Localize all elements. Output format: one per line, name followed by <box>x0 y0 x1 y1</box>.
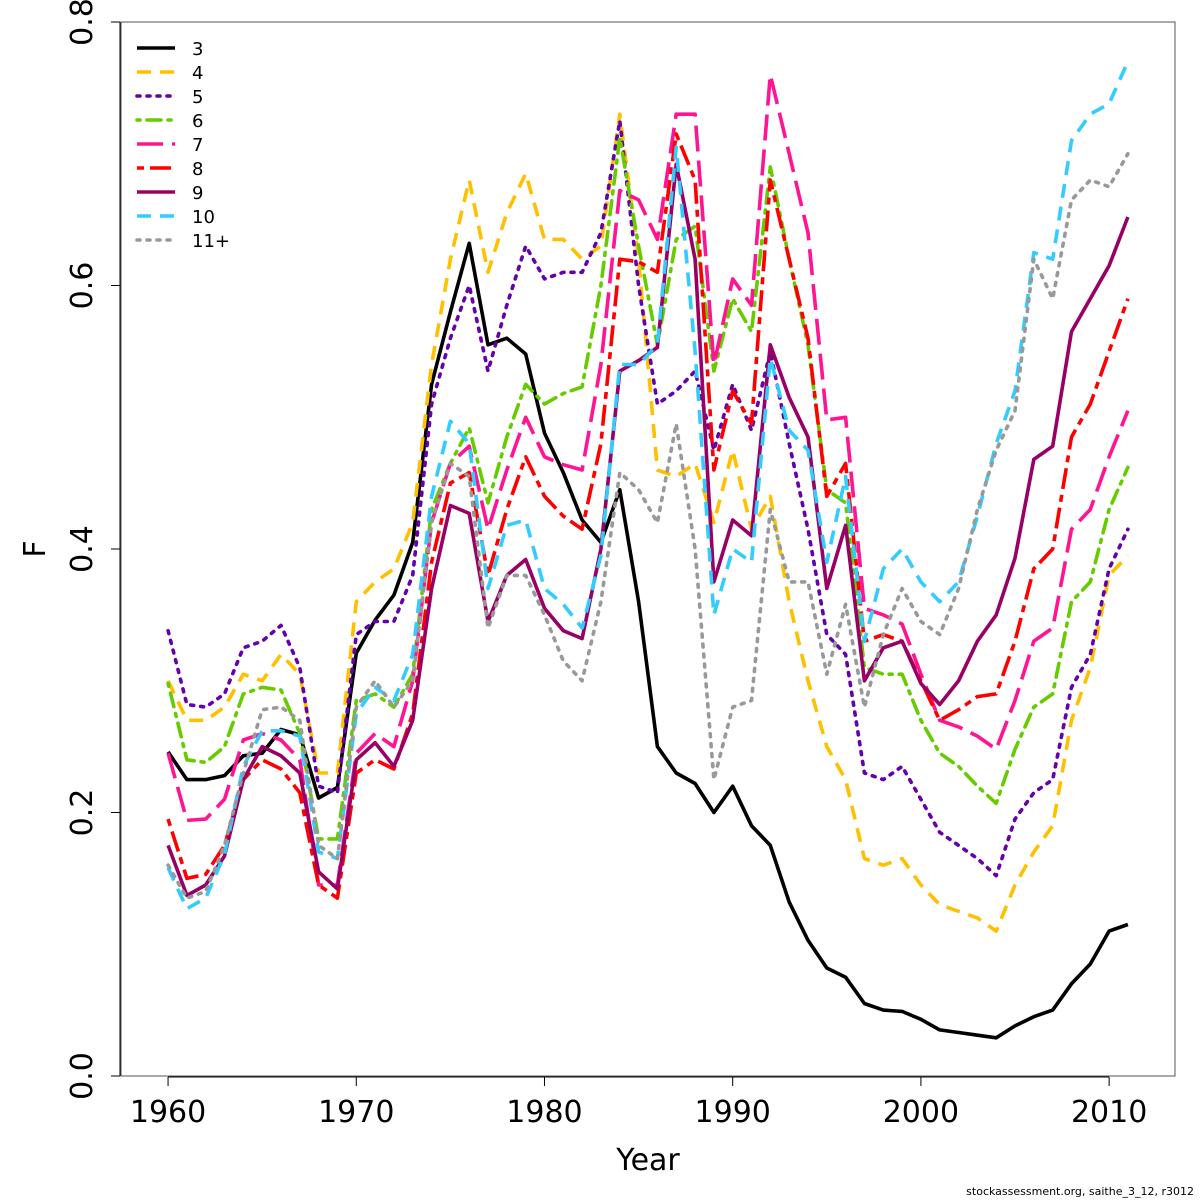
x-tick-label: 1960 <box>130 1095 206 1130</box>
legend-label: 5 <box>192 87 203 108</box>
y-tick-label: 0.8 <box>65 0 100 46</box>
series-line-8 <box>166 132 1130 900</box>
x-tick-label: 1970 <box>318 1095 394 1130</box>
series-line-5 <box>166 119 1130 878</box>
y-tick-label: 0.0 <box>65 1052 100 1100</box>
footer-credit: stockassessment.org, saithe_3_12, r3012 <box>966 1185 1194 1198</box>
legend-label: 9 <box>192 183 203 204</box>
legend: 3 4 5 6 7 8 9 10 11+ <box>135 39 230 252</box>
legend-label: 3 <box>192 39 203 60</box>
y-tick-label: 0.2 <box>65 789 100 837</box>
series-line-3 <box>166 241 1129 1040</box>
legend-label: 8 <box>192 159 203 180</box>
y-axis-title: F <box>18 540 53 557</box>
series-group <box>166 60 1130 1040</box>
x-tick-label: 2000 <box>883 1095 959 1130</box>
plot-frame <box>120 21 1176 1077</box>
series-line-4 <box>166 112 1130 933</box>
series-line-9 <box>166 162 1130 898</box>
series-line-7 <box>166 72 1130 887</box>
y-axis: 0.0 0.2 0.4 0.6 0.8 <box>65 0 121 1100</box>
series-line-11plus <box>166 152 1130 900</box>
legend-label: 11+ <box>192 231 230 252</box>
legend-label: 10 <box>192 207 215 228</box>
legend-label: 7 <box>192 135 203 156</box>
x-tick-label: 2010 <box>1071 1095 1147 1130</box>
y-tick-label: 0.4 <box>65 525 100 573</box>
x-tick-label: 1990 <box>695 1095 771 1130</box>
x-axis: 1960 1970 1980 1990 2000 2010 <box>130 1076 1147 1130</box>
x-axis-title: Year <box>615 1143 680 1178</box>
legend-label: 6 <box>192 111 203 132</box>
x-tick-label: 1980 <box>506 1095 582 1130</box>
y-tick-label: 0.6 <box>65 262 100 310</box>
series-line-6 <box>166 136 1130 841</box>
legend-label: 4 <box>192 63 203 84</box>
